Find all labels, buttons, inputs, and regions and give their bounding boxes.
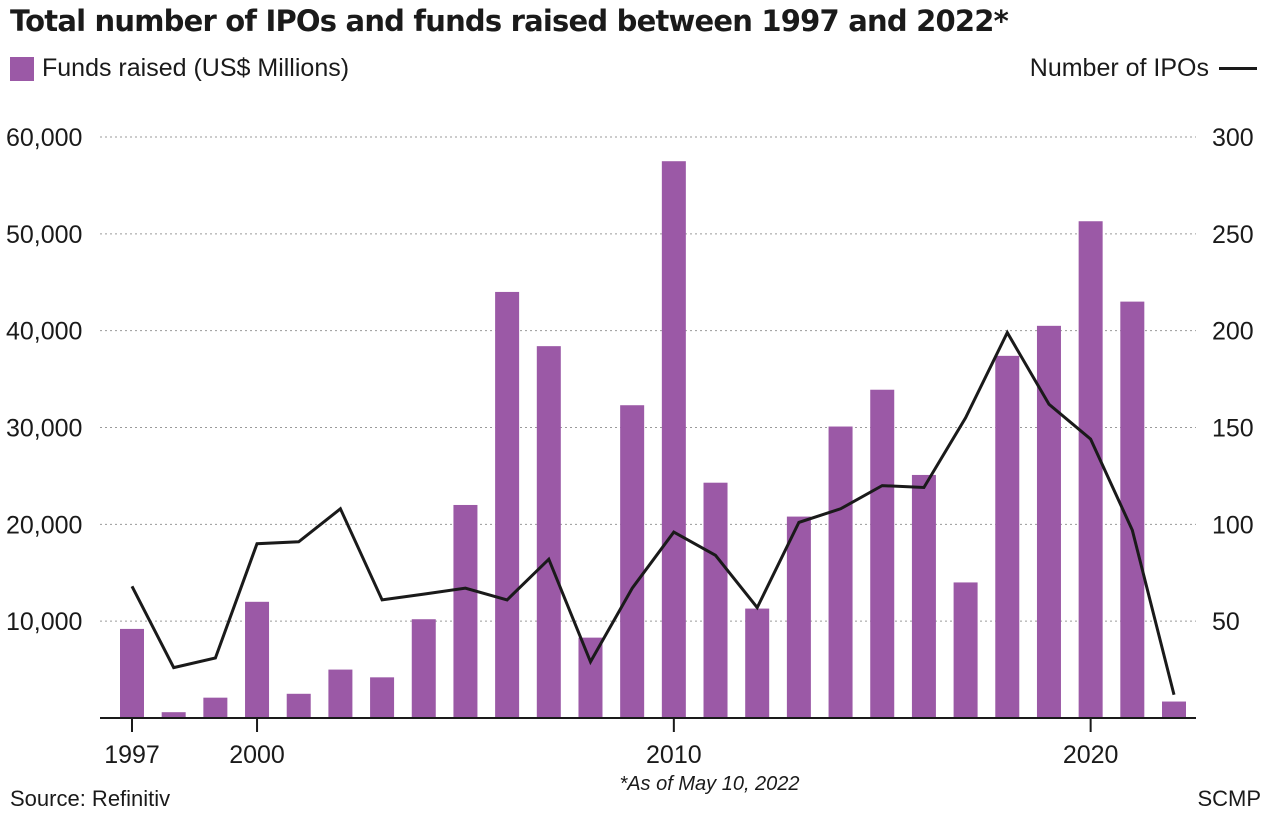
publisher-credit: SCMP [1197, 786, 1261, 811]
x-tick-label: 1997 [104, 741, 160, 769]
bar-funds-2020 [1078, 221, 1103, 718]
legend-bar-swatch [10, 56, 34, 81]
bar-funds-2000 [245, 601, 270, 718]
bar-funds-2013 [786, 516, 811, 718]
legend-bars: Funds raised (US$ Millions) [10, 54, 349, 83]
bar-funds-2009 [620, 405, 645, 718]
bar-funds-2001 [286, 693, 311, 718]
bar-funds-1998 [161, 712, 186, 718]
legend-line-swatch [1219, 67, 1257, 70]
x-tick-label: 2020 [1063, 741, 1119, 769]
y-left-tick-label: 30,000 [6, 415, 82, 443]
bar-funds-2005 [453, 504, 478, 718]
bar-funds-2015 [870, 389, 895, 718]
y-right-tick-label: 250 [1212, 221, 1254, 249]
legend-bar-label: Funds raised (US$ Millions) [42, 54, 350, 82]
bar-funds-2004 [411, 619, 436, 718]
y-right-tick-label: 300 [1212, 124, 1254, 152]
y-left-tick-label: 60,000 [6, 124, 82, 152]
y-left-tick-label: 20,000 [6, 511, 82, 539]
ipo-count-line [130, 329, 1176, 696]
footnote: *As of May 10, 2022 [619, 773, 800, 795]
bar-funds-2019 [1036, 325, 1061, 718]
bar-funds-2016 [911, 474, 936, 718]
bar-funds-2017 [953, 582, 978, 718]
bar-funds-2012 [745, 608, 770, 718]
legend-line-label: Number of IPOs [1029, 54, 1209, 82]
x-tick-label: 2010 [646, 741, 702, 769]
y-left-tick-label: 10,000 [6, 608, 82, 636]
bar-funds-1997 [120, 628, 144, 718]
source-credit: Source: Refinitiv [10, 786, 171, 811]
chart-title: Total number of IPOs and funds raised be… [10, 4, 1009, 38]
y-right-tick-label: 50 [1212, 608, 1240, 636]
bar-funds-2018 [995, 355, 1020, 718]
bar-funds-2011 [703, 482, 728, 718]
ipo-chart: 10,000 20,000 30,000 40,000 50,000 60,000 50 10… [6, 124, 1254, 769]
bar-funds-2010 [661, 161, 686, 719]
y-left-tick-label: 40,000 [6, 318, 82, 346]
y-right-tick-label: 150 [1212, 415, 1254, 443]
bar-funds-2002 [328, 669, 353, 718]
bar-funds-2003 [370, 677, 395, 718]
bar-funds-2006 [495, 291, 520, 718]
bar-funds-2022 [1162, 701, 1186, 718]
bar-funds-2007 [536, 346, 561, 718]
y-left-tick-label: 50,000 [6, 221, 82, 249]
y-right-tick-label: 100 [1212, 511, 1254, 539]
y-right-tick-label: 200 [1212, 318, 1254, 346]
bar-funds-2014 [828, 426, 853, 718]
bar-funds-2008 [578, 637, 603, 718]
bar-funds-1999 [203, 697, 228, 718]
legend-line: Number of IPOs [1030, 54, 1257, 83]
x-tick-label: 2000 [229, 741, 285, 769]
